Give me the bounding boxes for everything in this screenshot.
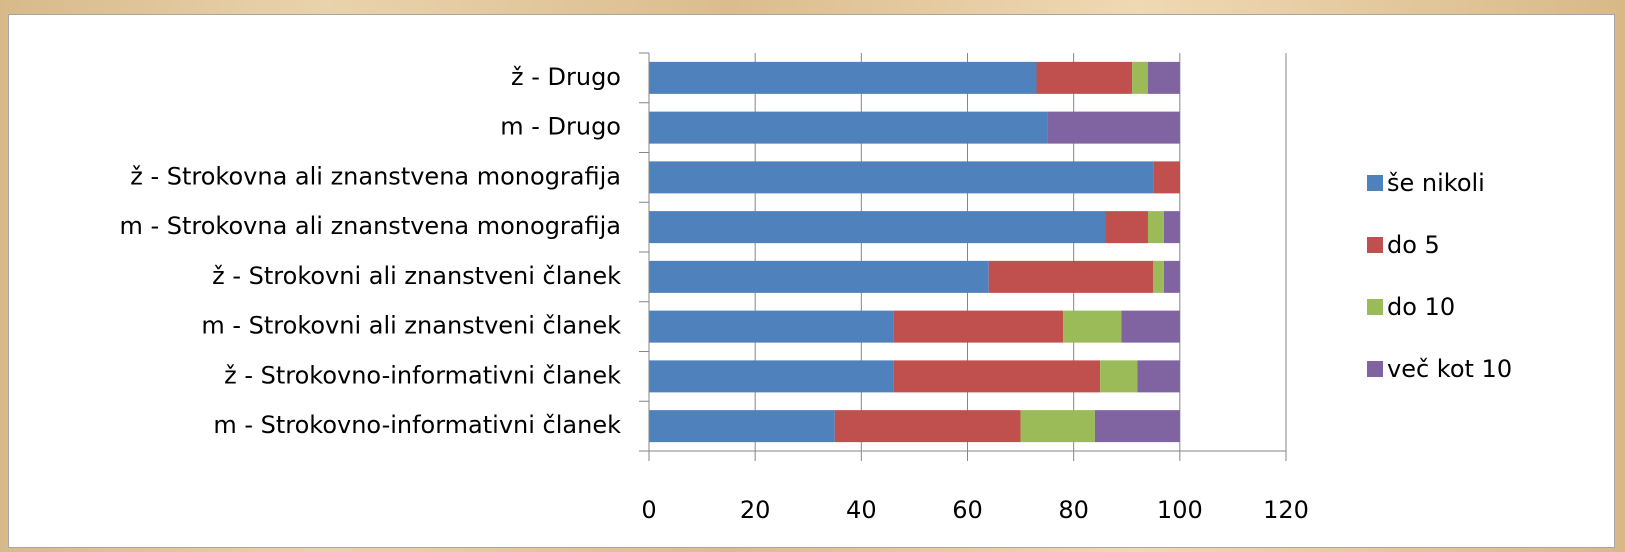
category-label: ž - Strokovno-informativni članek bbox=[224, 361, 621, 389]
bar-segment bbox=[1137, 360, 1180, 393]
x-tick-label: 100 bbox=[1157, 496, 1203, 524]
bar-segment bbox=[1153, 260, 1164, 293]
legend-swatch bbox=[1367, 361, 1383, 377]
x-tick-label: 60 bbox=[952, 496, 983, 524]
bar-segment bbox=[1153, 161, 1180, 194]
x-tick-label: 120 bbox=[1263, 496, 1309, 524]
category-label: m - Strokovno-informativni članek bbox=[213, 411, 621, 439]
bar-segment bbox=[1132, 61, 1148, 94]
category-label: m - Drugo bbox=[500, 113, 621, 141]
bar-segment bbox=[1063, 310, 1122, 343]
axes bbox=[639, 52, 1287, 461]
legend-label: še nikoli bbox=[1387, 169, 1485, 197]
bar-segment bbox=[1100, 360, 1138, 393]
legend-label: do 10 bbox=[1387, 293, 1455, 321]
bar-segment bbox=[1147, 61, 1180, 94]
legend-label: do 5 bbox=[1387, 231, 1440, 259]
bar-segment bbox=[649, 360, 894, 393]
category-label: m - Strokovna ali znanstvena monografija bbox=[119, 212, 621, 240]
bar-segment bbox=[649, 310, 894, 343]
legend-swatch bbox=[1367, 299, 1383, 315]
legend: še nikoli do 5 do 10 več kot 10 bbox=[1367, 169, 1512, 383]
bar-segment bbox=[1020, 410, 1095, 443]
bar-segment bbox=[1121, 310, 1180, 343]
x-tick-label: 40 bbox=[846, 496, 877, 524]
x-tick-label: 0 bbox=[641, 496, 656, 524]
stacked-bar-chart: ž - Drugo m - Drugo ž - Strokovna ali znan… bbox=[119, 52, 1512, 524]
bar-segment bbox=[1047, 111, 1180, 144]
bar-segment bbox=[649, 260, 989, 293]
x-tick-labels: 0 20 40 60 80 100 120 bbox=[641, 496, 1309, 524]
x-tick-label: 80 bbox=[1058, 496, 1089, 524]
bar-segment bbox=[649, 161, 1154, 194]
legend-swatch bbox=[1367, 175, 1383, 191]
bar-segment bbox=[1163, 211, 1180, 244]
legend-swatch bbox=[1367, 237, 1383, 253]
category-label: m - Strokovni ali znanstveni članek bbox=[201, 312, 621, 340]
bar-segment bbox=[1147, 211, 1164, 244]
bar-segment bbox=[1163, 260, 1180, 293]
bar-segment bbox=[1105, 211, 1148, 244]
category-label: ž - Strokovni ali znanstveni članek bbox=[212, 262, 621, 290]
chart-frame: ž - Drugo m - Drugo ž - Strokovna ali znan… bbox=[8, 14, 1615, 548]
bars bbox=[649, 61, 1180, 443]
bar-segment bbox=[649, 211, 1106, 244]
bar-segment bbox=[649, 410, 835, 443]
bar-segment bbox=[1094, 410, 1180, 443]
bar-segment bbox=[893, 360, 1101, 393]
x-tick-label: 20 bbox=[740, 496, 771, 524]
bar-segment bbox=[988, 260, 1154, 293]
bar-segment bbox=[893, 310, 1064, 343]
bar-segment bbox=[834, 410, 1021, 443]
bar-segment bbox=[649, 61, 1037, 94]
category-labels: ž - Drugo m - Drugo ž - Strokovna ali znan… bbox=[119, 63, 621, 439]
category-label: ž - Drugo bbox=[511, 63, 621, 91]
category-label: ž - Strokovna ali znanstvena monografija bbox=[130, 162, 621, 190]
bar-segment bbox=[649, 111, 1048, 144]
bar-segment bbox=[1036, 61, 1133, 94]
legend-label: več kot 10 bbox=[1387, 355, 1512, 383]
